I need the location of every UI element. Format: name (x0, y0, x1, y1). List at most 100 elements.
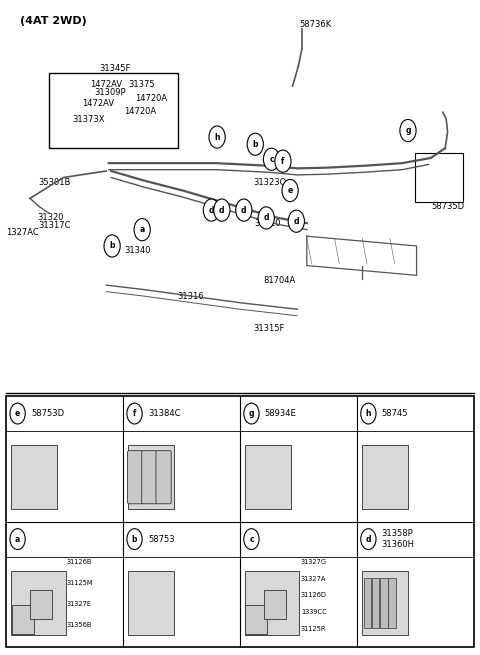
Text: d: d (366, 534, 371, 544)
Text: 31126D: 31126D (301, 593, 327, 599)
Text: c: c (249, 534, 254, 544)
FancyBboxPatch shape (11, 571, 66, 635)
Circle shape (282, 179, 298, 202)
FancyBboxPatch shape (362, 571, 408, 635)
Text: 14720A: 14720A (135, 94, 167, 103)
FancyBboxPatch shape (142, 451, 157, 504)
Text: f: f (281, 157, 285, 166)
Text: 31327A: 31327A (301, 576, 326, 582)
Text: 31327E: 31327E (67, 601, 92, 607)
Text: 1472AV: 1472AV (90, 81, 122, 89)
Text: 31309P: 31309P (95, 88, 126, 97)
FancyBboxPatch shape (12, 605, 34, 634)
FancyBboxPatch shape (415, 153, 463, 202)
Text: 58736K: 58736K (300, 20, 332, 29)
Circle shape (264, 148, 280, 170)
FancyBboxPatch shape (128, 451, 143, 504)
Text: 31375: 31375 (128, 81, 155, 89)
FancyBboxPatch shape (364, 578, 372, 628)
Text: 35301B: 35301B (38, 178, 71, 187)
Circle shape (244, 403, 259, 424)
Circle shape (361, 403, 376, 424)
Text: 1472AV: 1472AV (83, 100, 115, 108)
Circle shape (104, 235, 120, 257)
FancyBboxPatch shape (245, 605, 267, 634)
FancyBboxPatch shape (362, 445, 408, 510)
Circle shape (209, 126, 225, 148)
Text: 1327AC: 1327AC (6, 229, 39, 237)
Text: 81704A: 81704A (263, 276, 295, 285)
FancyBboxPatch shape (30, 590, 52, 619)
FancyBboxPatch shape (245, 571, 300, 635)
Text: 31327G: 31327G (301, 559, 327, 565)
FancyBboxPatch shape (156, 451, 171, 504)
Circle shape (361, 529, 376, 550)
FancyBboxPatch shape (128, 445, 174, 510)
Text: 58753: 58753 (148, 534, 175, 544)
Circle shape (203, 199, 219, 221)
Text: 31317C: 31317C (38, 221, 71, 231)
Text: 31126B: 31126B (67, 559, 92, 565)
Text: a: a (15, 534, 20, 544)
Text: h: h (366, 409, 371, 418)
Text: c: c (269, 155, 274, 164)
Text: 58735D: 58735D (431, 202, 464, 212)
FancyBboxPatch shape (264, 590, 286, 619)
Text: a: a (140, 225, 145, 234)
Circle shape (236, 199, 252, 221)
FancyBboxPatch shape (245, 445, 291, 510)
Circle shape (127, 529, 142, 550)
Circle shape (258, 207, 275, 229)
Text: d: d (294, 217, 299, 226)
Text: b: b (109, 242, 115, 250)
Text: 58753D: 58753D (31, 409, 64, 418)
Circle shape (214, 199, 230, 221)
Circle shape (400, 119, 416, 141)
Text: 58745: 58745 (382, 409, 408, 418)
FancyBboxPatch shape (11, 445, 58, 510)
Circle shape (288, 210, 304, 233)
Text: 31356B: 31356B (67, 622, 92, 627)
Text: 31125R: 31125R (301, 626, 326, 632)
Text: 31320: 31320 (37, 214, 64, 223)
Text: 1339CC: 1339CC (301, 609, 326, 615)
Circle shape (244, 529, 259, 550)
Text: d: d (209, 206, 214, 215)
Text: 31310: 31310 (254, 219, 281, 228)
Text: 31358P
31360H: 31358P 31360H (382, 529, 415, 549)
Text: d: d (264, 214, 269, 223)
Text: g: g (405, 126, 411, 135)
Text: 31373X: 31373X (72, 115, 105, 124)
FancyBboxPatch shape (49, 73, 178, 148)
Text: g: g (249, 409, 254, 418)
Text: 31316: 31316 (177, 291, 204, 301)
FancyBboxPatch shape (372, 578, 379, 628)
Text: f: f (133, 409, 136, 418)
Text: 58934E: 58934E (265, 409, 297, 418)
FancyBboxPatch shape (380, 578, 387, 628)
Text: h: h (215, 132, 220, 141)
Circle shape (247, 133, 264, 155)
Text: 31323Q: 31323Q (253, 178, 287, 187)
Circle shape (10, 529, 25, 550)
Text: b: b (252, 140, 258, 149)
FancyBboxPatch shape (128, 571, 174, 635)
Circle shape (134, 219, 150, 241)
Text: 31345F: 31345F (99, 64, 131, 73)
Circle shape (127, 403, 142, 424)
Text: (4AT 2WD): (4AT 2WD) (21, 16, 87, 26)
Text: e: e (288, 186, 293, 195)
Text: 31125M: 31125M (67, 580, 94, 586)
Text: d: d (241, 206, 247, 215)
FancyBboxPatch shape (6, 396, 474, 647)
Text: e: e (15, 409, 20, 418)
Text: b: b (132, 534, 137, 544)
Circle shape (10, 403, 25, 424)
Text: 14720A: 14720A (124, 107, 156, 116)
Text: 31315F: 31315F (253, 324, 285, 333)
Circle shape (275, 150, 291, 172)
FancyBboxPatch shape (388, 578, 396, 628)
Text: 31340: 31340 (124, 246, 151, 255)
Text: d: d (219, 206, 225, 215)
Text: 31384C: 31384C (148, 409, 180, 418)
